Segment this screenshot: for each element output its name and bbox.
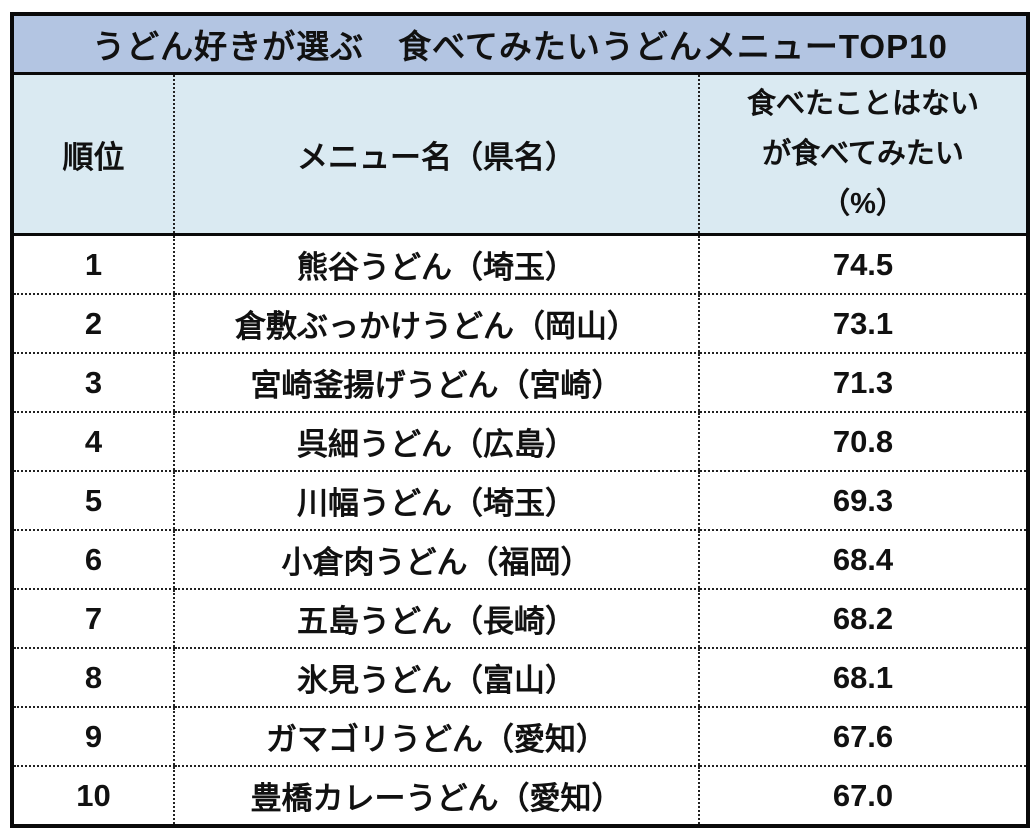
rank-cell: 8 [12,648,174,708]
menu-cell: ガマゴリうどん（愛知） [173,707,699,767]
menu-cell: 呉細うどん（広島） [173,412,699,472]
table-header-row: 順位 メニュー名（県名） 食べたことはない が食べてみたい （%） [12,73,1028,236]
menu-cell: 五島うどん（長崎） [173,589,699,649]
pct-cell: 68.4 [698,530,1028,590]
rank-cell: 4 [12,412,174,472]
column-header-pct-line3: （%） [821,188,905,220]
rank-cell: 3 [12,353,174,413]
udon-ranking-table: うどん好きが選ぶ 食べてみたいうどんメニューTOP10 順位 メニュー名（県名）… [10,12,1030,828]
table-row: 2 倉敷ぶっかけうどん（岡山） 73.1 [12,294,1028,354]
column-header-rank: 順位 [12,73,174,236]
table-row: 4 呉細うどん（広島） 70.8 [12,412,1028,472]
table-row: 6 小倉肉うどん（福岡） 68.4 [12,530,1028,590]
menu-cell: 氷見うどん（富山） [173,648,699,708]
menu-cell: 豊橋カレーうどん（愛知） [173,766,699,826]
pct-cell: 70.8 [698,412,1028,472]
menu-cell: 熊谷うどん（埼玉） [173,234,699,295]
column-header-pct-line1: 食べたことはない [746,88,979,120]
pct-cell: 68.1 [698,648,1028,708]
rank-cell: 7 [12,589,174,649]
rank-cell: 10 [12,766,174,826]
menu-cell: 川幅うどん（埼玉） [173,471,699,531]
table-row: 1 熊谷うどん（埼玉） 74.5 [12,234,1028,295]
rank-cell: 2 [12,294,174,354]
pct-cell: 74.5 [698,234,1028,295]
table-title-row: うどん好きが選ぶ 食べてみたいうどんメニューTOP10 [12,14,1028,75]
pct-cell: 69.3 [698,471,1028,531]
table-row: 7 五島うどん（長崎） 68.2 [12,589,1028,649]
column-header-pct-line2: が食べてみたい [762,138,964,170]
rank-cell: 5 [12,471,174,531]
table-title: うどん好きが選ぶ 食べてみたいうどんメニューTOP10 [12,14,1028,75]
rank-cell: 6 [12,530,174,590]
table-row: 10 豊橋カレーうどん（愛知） 67.0 [12,766,1028,826]
pct-cell: 67.0 [698,766,1028,826]
pct-cell: 67.6 [698,707,1028,767]
column-header-menu: メニュー名（県名） [173,73,699,236]
menu-cell: 小倉肉うどん（福岡） [173,530,699,590]
pct-cell: 68.2 [698,589,1028,649]
menu-cell: 宮崎釜揚げうどん（宮崎） [173,353,699,413]
menu-cell: 倉敷ぶっかけうどん（岡山） [173,294,699,354]
table-row: 3 宮崎釜揚げうどん（宮崎） 71.3 [12,353,1028,413]
rank-cell: 1 [12,234,174,295]
pct-cell: 71.3 [698,353,1028,413]
pct-cell: 73.1 [698,294,1028,354]
column-header-pct: 食べたことはない が食べてみたい （%） [698,73,1028,236]
rank-cell: 9 [12,707,174,767]
table-row: 9 ガマゴリうどん（愛知） 67.6 [12,707,1028,767]
table-row: 5 川幅うどん（埼玉） 69.3 [12,471,1028,531]
table-row: 8 氷見うどん（富山） 68.1 [12,648,1028,708]
